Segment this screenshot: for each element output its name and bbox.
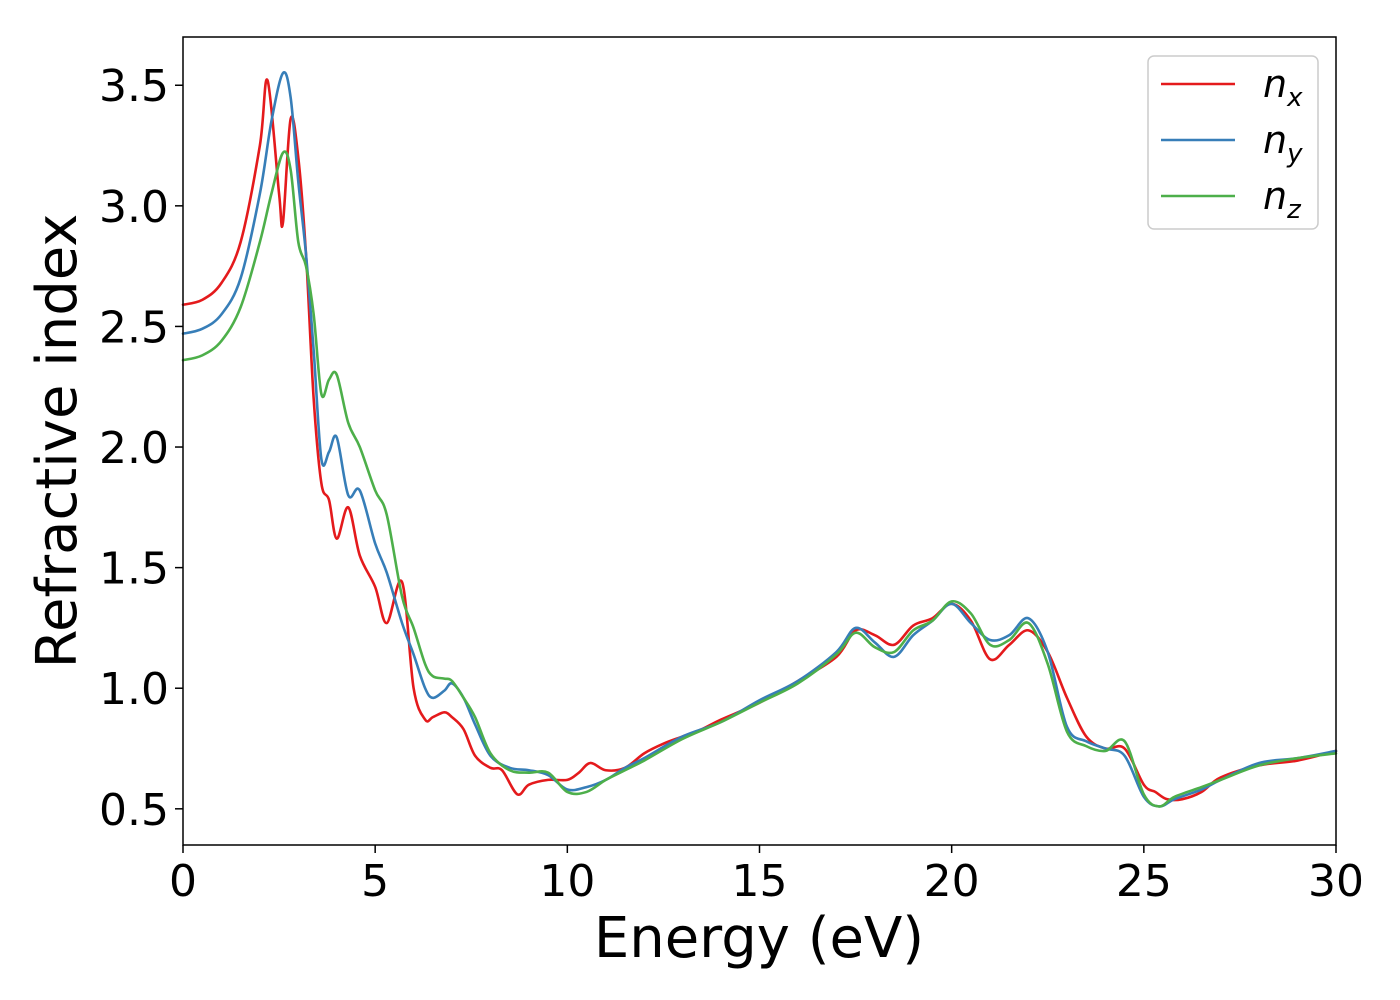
y-tick-label: 3.5 — [99, 61, 169, 112]
y-tick-label: 3.0 — [99, 182, 169, 233]
series-line-nz — [181, 150, 1338, 808]
x-tick-label: 25 — [1116, 856, 1172, 907]
y-tick-label: 1.5 — [99, 544, 169, 595]
y-tick-label: 0.5 — [99, 785, 169, 836]
x-tick-label: 30 — [1308, 856, 1364, 907]
x-tick-label: 15 — [732, 856, 788, 907]
x-tick-label: 5 — [361, 856, 389, 907]
x-axis-ticks: 0 5 10 15 20 25 30 — [169, 845, 1364, 907]
legend-box — [1147, 55, 1319, 230]
plot-area — [183, 37, 1336, 845]
y-axis-label: Refractive index — [25, 214, 90, 669]
series-layer — [181, 71, 1338, 808]
y-tick-label: 2.0 — [99, 423, 169, 474]
x-tick-label: 20 — [924, 856, 980, 907]
y-axis-ticks: 0.5 1.0 1.5 2.0 2.5 3.0 3.5 — [99, 61, 183, 836]
x-tick-label: 0 — [169, 856, 197, 907]
series-line-ny — [181, 71, 1338, 808]
x-tick-label: 10 — [539, 856, 595, 907]
y-tick-label: 2.5 — [99, 302, 169, 353]
y-tick-label: 1.0 — [99, 664, 169, 715]
x-axis-label: Energy (eV) — [594, 906, 924, 971]
